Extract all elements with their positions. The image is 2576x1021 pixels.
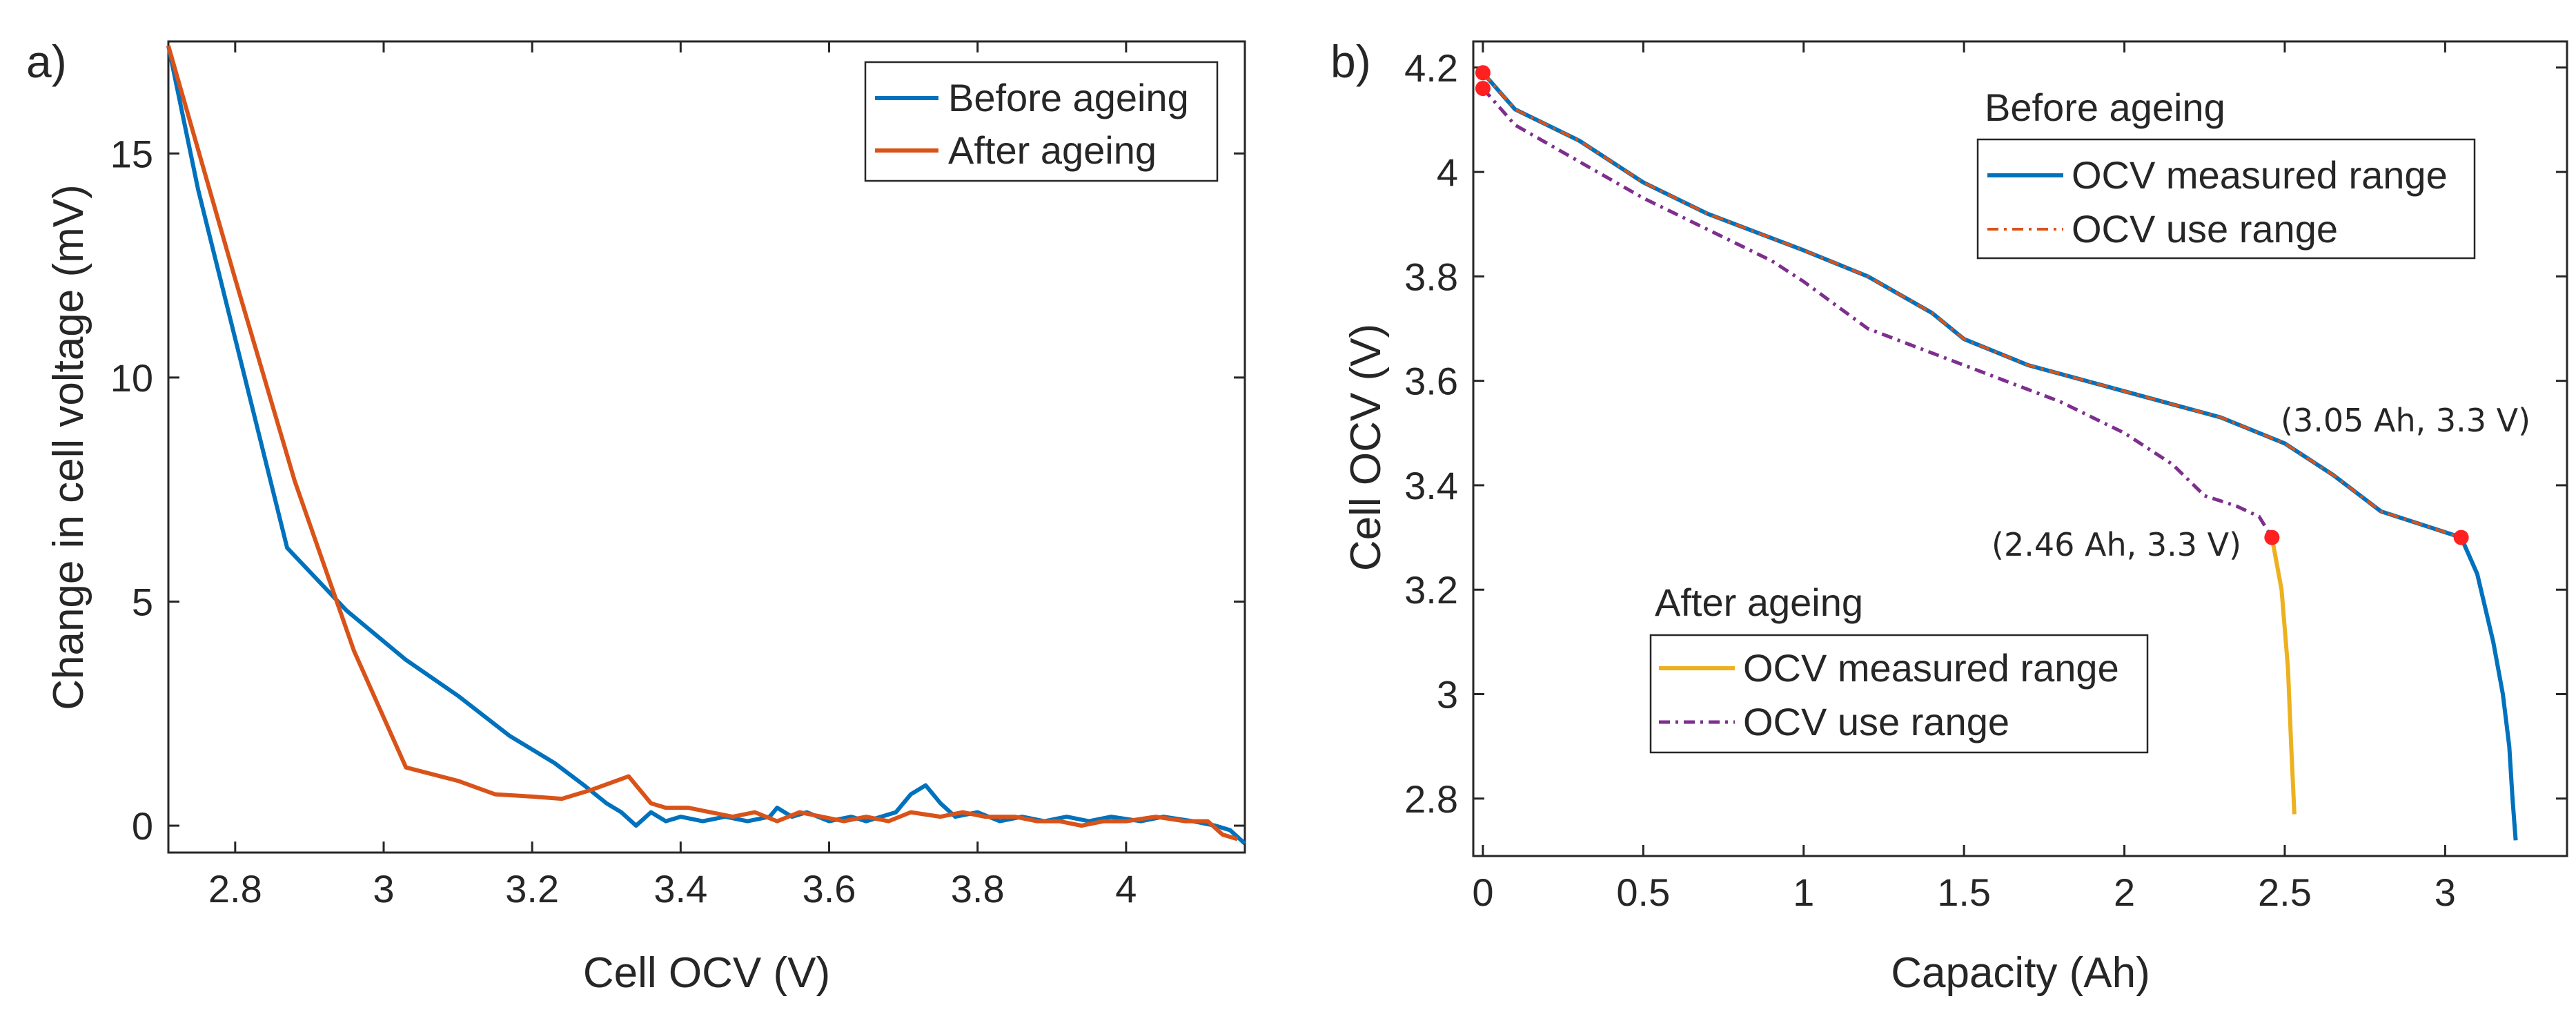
x-tick-label: 3.2: [505, 867, 559, 911]
x-tick-label: 0.5: [1616, 871, 1670, 914]
panel-label-b: b): [1330, 36, 1371, 87]
y-tick-label: 10: [110, 356, 153, 400]
x-tick-label: 3: [373, 867, 394, 911]
x-tick-label: 3.4: [653, 867, 707, 911]
y-tick-label: 3.6: [1404, 360, 1458, 403]
x-tick-label: 0: [1472, 871, 1493, 914]
legend-entry-before-use: OCV use range: [2072, 207, 2338, 251]
legend-after: OCV measured range OCV use range: [1649, 634, 2149, 754]
legend-title-after: After ageing: [1655, 581, 1863, 624]
y-tick-label: 3.2: [1404, 568, 1458, 612]
x-tick-label: 1.5: [1937, 871, 1991, 914]
x-tick-label: 3.8: [951, 867, 1005, 911]
point-marker: [2264, 529, 2280, 545]
legend-title-before: Before ageing: [1985, 86, 2225, 129]
legend-box-before: [1976, 138, 2476, 260]
legend-entry-after-use: OCV use range: [1743, 700, 2009, 743]
x-tick-label: 2.8: [208, 867, 262, 911]
x-tick-label: 2: [2114, 871, 2135, 914]
x-tick-label: 1: [1793, 871, 1814, 914]
x-tick-label: 3: [2435, 871, 2456, 914]
x-axis-label-a: Cell OCV (V): [583, 949, 830, 997]
annotation-before-endpoint: (3.05 Ah, 3.3 V): [2281, 402, 2530, 439]
y-tick-label: 2.8: [1404, 777, 1458, 821]
legend-before: OCV measured range OCV use range: [1976, 138, 2476, 260]
series-line-before-use: [1482, 72, 2462, 539]
x-tick-labels-b: 0 0.5 1 1.5 2 2.5 3: [1472, 871, 2456, 914]
chart-a: a) 2.8 3 3.2 3.4 3.6 3.8 4 0 5 10 15 Cel…: [26, 36, 1247, 997]
y-tick-label: 15: [110, 132, 153, 175]
y-axis-label-a: Change in cell voltage (mV): [45, 184, 92, 710]
annotation-after-endpoint: (2.46 Ah, 3.3 V): [1992, 526, 2241, 563]
series-line-after-use: [1482, 87, 2274, 538]
y-tick-labels-b: 2.8 3 3.2 3.4 3.6 3.8 4 4.2: [1404, 46, 1458, 821]
y-tick-label: 3.8: [1404, 255, 1458, 298]
y-tick-label: 0: [132, 804, 153, 848]
legend-box-after: [1649, 634, 2149, 754]
chart-b: b) 0 0.5 1 1.5 2 2.5 3 2.8 3 3.2 3.4 3.6…: [1330, 36, 2568, 997]
series-lines-a: [166, 45, 1247, 846]
x-tick-label: 2.5: [2258, 871, 2312, 914]
x-axis-label-b: Capacity (Ah): [1891, 949, 2150, 997]
legend-entry-before-ageing: Before ageing: [948, 76, 1189, 119]
series-lines-b: [1481, 71, 2518, 841]
series-line-after-measured: [2270, 537, 2297, 815]
panel-label-a: a): [26, 36, 67, 87]
x-tick-label: 3.6: [803, 867, 856, 911]
legend-a: Before ageing After ageing: [864, 61, 1219, 182]
point-marker: [1475, 81, 1491, 97]
series-line-after-ageing: [166, 45, 1239, 842]
x-tick-labels-a: 2.8 3 3.2 3.4 3.6 3.8 4: [208, 867, 1137, 911]
y-axis-label-b: Cell OCV (V): [1342, 324, 1390, 571]
legend-box-a: [864, 61, 1219, 182]
legend-entry-before-measured: OCV measured range: [2072, 153, 2448, 197]
x-tick-label: 4: [1115, 867, 1137, 911]
point-markers-b: [1475, 65, 2469, 545]
point-marker: [1475, 65, 1491, 81]
point-marker: [2453, 529, 2469, 545]
y-tick-label: 4: [1437, 150, 1458, 194]
y-tick-label: 3: [1437, 673, 1458, 717]
axis-ticks-a: [168, 41, 1245, 853]
y-tick-label: 5: [132, 580, 153, 623]
y-tick-labels-a: 0 5 10 15: [110, 132, 153, 848]
y-tick-label: 4.2: [1404, 46, 1458, 90]
legend-entry-after-ageing: After ageing: [948, 128, 1157, 172]
y-tick-label: 3.4: [1404, 464, 1458, 507]
legend-entry-after-measured: OCV measured range: [1743, 646, 2119, 690]
axis-ticks-b: [1473, 41, 2567, 856]
